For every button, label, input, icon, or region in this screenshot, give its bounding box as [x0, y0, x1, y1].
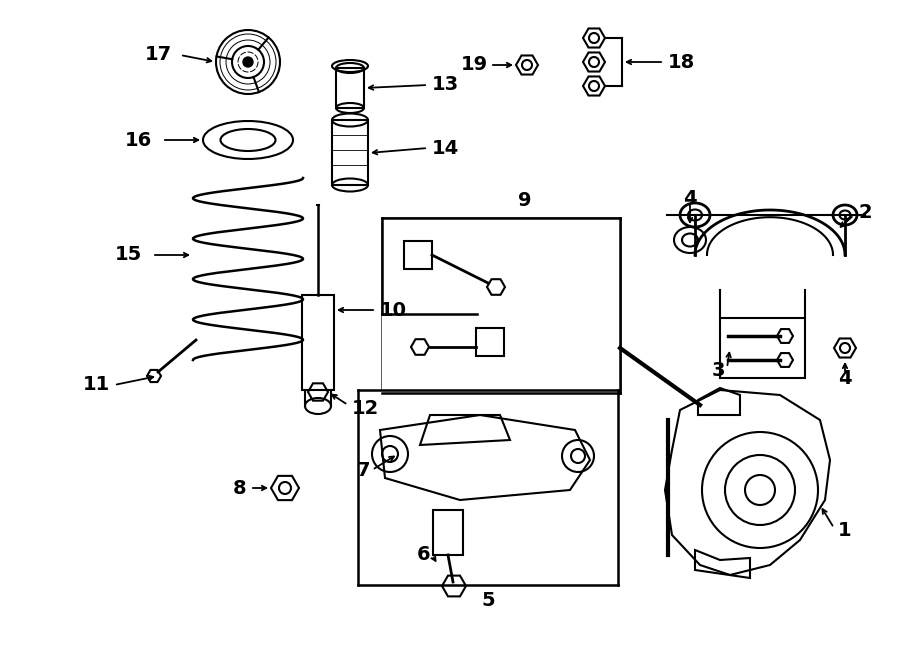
- Text: 9: 9: [518, 190, 532, 210]
- Text: 2: 2: [858, 204, 871, 223]
- Bar: [382, 218, 620, 393]
- Text: 6: 6: [417, 545, 430, 564]
- Bar: [302, 295, 334, 390]
- Text: 17: 17: [145, 46, 172, 65]
- Text: 3: 3: [712, 360, 725, 379]
- Bar: [720, 318, 805, 378]
- Text: 4: 4: [838, 368, 851, 387]
- Text: 10: 10: [380, 301, 407, 319]
- Text: 11: 11: [83, 375, 110, 395]
- Bar: [358, 390, 618, 585]
- Circle shape: [243, 57, 253, 67]
- Bar: [476, 328, 504, 356]
- Text: 7: 7: [356, 461, 370, 479]
- Text: 12: 12: [352, 399, 379, 418]
- Text: 19: 19: [461, 56, 488, 75]
- Text: 5: 5: [482, 592, 495, 611]
- Bar: [404, 241, 432, 269]
- Bar: [433, 510, 463, 555]
- Text: 8: 8: [232, 479, 246, 498]
- Text: 4: 4: [683, 188, 697, 208]
- Bar: [336, 68, 364, 108]
- Text: 1: 1: [838, 520, 851, 539]
- Bar: [382, 218, 620, 393]
- Text: 15: 15: [115, 245, 142, 264]
- Text: 13: 13: [432, 75, 459, 95]
- Text: 14: 14: [432, 139, 459, 157]
- Text: 16: 16: [125, 130, 152, 149]
- Bar: [332, 120, 368, 185]
- Text: 18: 18: [668, 52, 695, 71]
